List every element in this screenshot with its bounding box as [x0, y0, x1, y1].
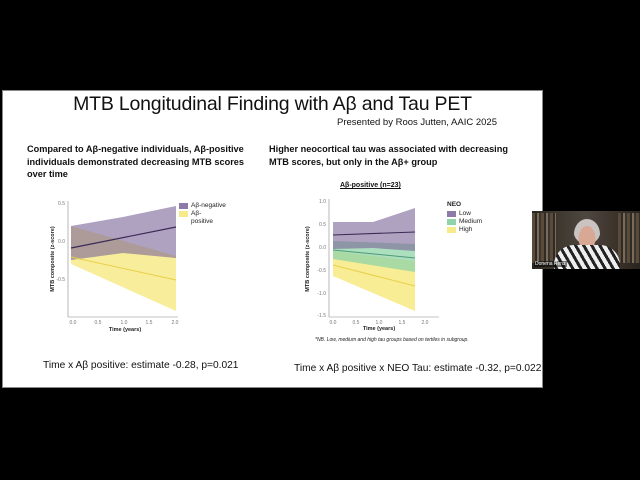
abpos-line [70, 256, 177, 281]
svg-text:1.0: 1.0 [121, 320, 128, 326]
legend-abneg: Aβ-negative [191, 202, 226, 209]
svg-text:0.5: 0.5 [319, 222, 326, 228]
right-chart-title: Aβ-positive (n=23) [340, 182, 401, 189]
left-stat: Time x Aβ positive: estimate -0.28, p=0.… [43, 360, 239, 371]
right-chart-bands [333, 208, 415, 311]
medium-swatch [447, 219, 456, 225]
right-chart: 1.0 0.5 0.0 -0.5 -1.0 -1.5 0.0 0.5 1.0 1… [305, 199, 439, 332]
svg-text:1.5: 1.5 [399, 320, 406, 326]
svg-text:0.0: 0.0 [319, 245, 326, 251]
svg-text:0.0: 0.0 [70, 320, 77, 326]
high-swatch [447, 227, 456, 233]
slide-subtitle: Presented by Roos Jutten, AAIC 2025 [336, 117, 497, 128]
right-ylabel: MTB composite (z-score) [305, 226, 311, 292]
svg-text:-1.5: -1.5 [317, 313, 326, 319]
abpos-swatch [179, 211, 188, 217]
legend-abpos: Aβ-positive [191, 210, 214, 225]
left-chart: 0.5 0.0 -0.5 0.0 0.5 1.0 1.5 2.0 Time (y… [50, 201, 179, 333]
legend-medium: Medium [459, 218, 483, 225]
legend-title-neo: NEO [447, 201, 462, 208]
abneg-swatch [179, 203, 188, 209]
svg-text:0.0: 0.0 [58, 239, 65, 245]
svg-text:0.5: 0.5 [95, 320, 102, 326]
bookshelf-right [618, 213, 640, 263]
speaker-name-label: Donena Renz [534, 261, 567, 267]
left-xlabel: Time (years) [109, 327, 141, 333]
speaker-head [574, 219, 600, 249]
medium-line [332, 249, 416, 259]
svg-text:1.0: 1.0 [376, 320, 383, 326]
svg-text:1.0: 1.0 [319, 199, 326, 205]
svg-text:2.0: 2.0 [422, 320, 429, 326]
svg-text:-0.5: -0.5 [56, 277, 65, 283]
right-stat: Time x Aβ positive x NEO Tau: estimate -… [294, 363, 542, 374]
right-legend: NEO Low Medium High [447, 201, 482, 234]
abneg-line [70, 226, 177, 249]
svg-text:0.5: 0.5 [58, 201, 65, 207]
legend-high: High [459, 226, 473, 233]
svg-text:-0.5: -0.5 [317, 268, 326, 274]
high-line [332, 264, 416, 287]
left-heading: Compared to Aβ-negative individuals, Aβ-… [27, 144, 244, 179]
legend-low: Low [459, 210, 471, 217]
left-legend: Aβ-negative Aβ-positive [179, 202, 229, 226]
bookshelf-left [532, 213, 556, 263]
footnote: *NB. Low, medium and high tau groups bas… [315, 337, 469, 343]
speaker-webcam-tile[interactable]: Donena Renz [532, 211, 640, 269]
low-swatch [447, 211, 456, 217]
svg-text:2.0: 2.0 [172, 320, 179, 326]
right-heading: Higher neocortical tau was associated wi… [269, 144, 508, 167]
right-xlabel: Time (years) [363, 326, 395, 332]
low-line [332, 231, 416, 236]
svg-text:1.5: 1.5 [146, 320, 153, 326]
svg-text:0.0: 0.0 [330, 320, 337, 326]
slide-title: MTB Longitudinal Finding with Aβ and Tau… [73, 93, 472, 115]
svg-text:-1.0: -1.0 [317, 291, 326, 297]
svg-text:0.5: 0.5 [353, 320, 360, 326]
presentation-slide: MTB Longitudinal Finding with Aβ and Tau… [2, 90, 543, 388]
left-chart-bands [71, 206, 176, 311]
left-ylabel: MTB composite (z-score) [50, 226, 56, 292]
